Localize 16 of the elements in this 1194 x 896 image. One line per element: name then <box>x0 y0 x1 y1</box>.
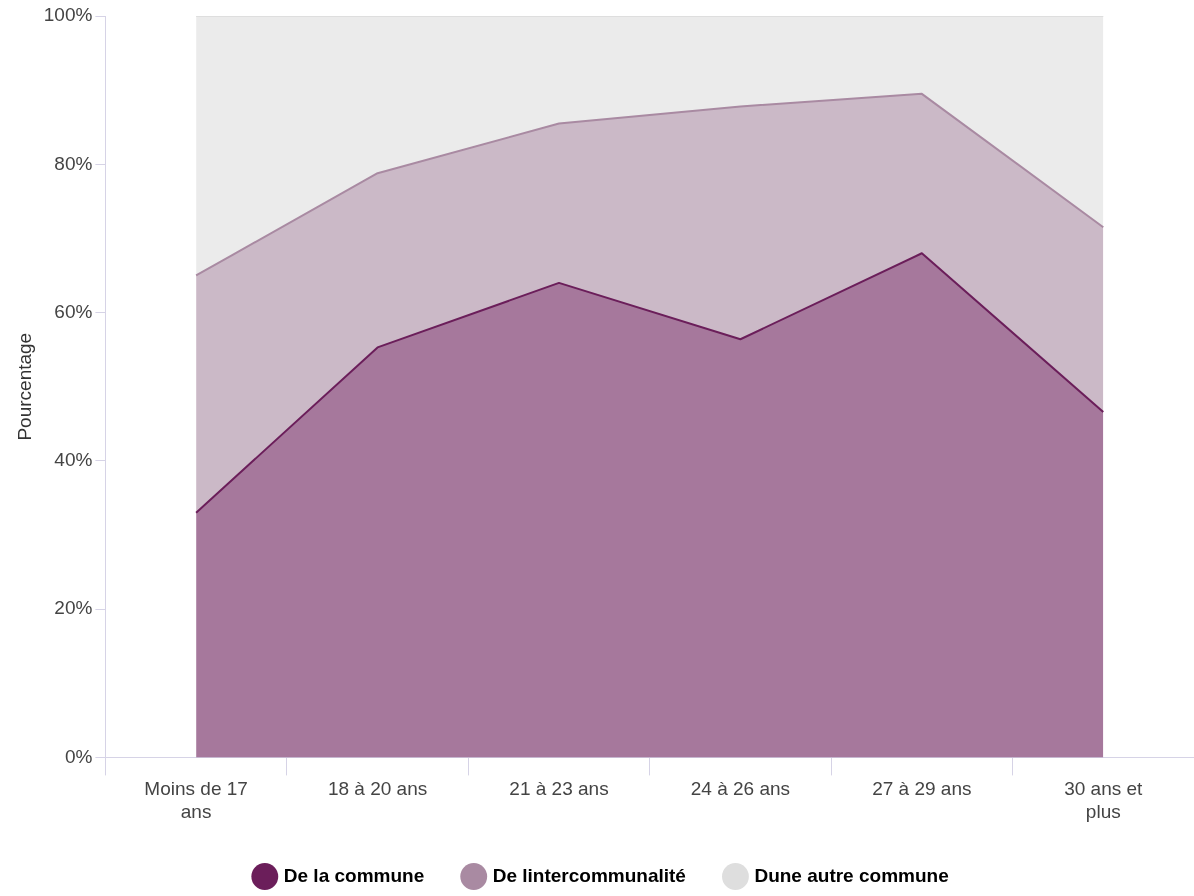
x-tick-label: 24 à 26 ans <box>690 778 791 800</box>
y-tick-label: 80% <box>54 152 93 174</box>
x-tick-label: Moins de 17 ans <box>144 778 248 822</box>
x-tick-label: 30 ans et plus <box>1064 778 1144 822</box>
y-tick-label: 0% <box>64 745 93 767</box>
legend-label: De lintercommunalité <box>492 864 686 886</box>
x-tick-label: 18 à 20 ans <box>327 778 428 800</box>
y-tick-label: 100% <box>43 4 93 26</box>
y-axis-title: Pourcentage <box>13 332 35 441</box>
x-tick-label: 27 à 29 ans <box>872 778 972 800</box>
y-tick-label: 40% <box>54 449 93 471</box>
y-tick-label: 60% <box>54 300 93 322</box>
legend-label: Dune autre commune <box>754 864 949 886</box>
x-tick-label: 21 à 23 ans <box>509 778 609 800</box>
legend-label: De la commune <box>283 864 425 886</box>
y-tick-label: 20% <box>54 597 93 619</box>
